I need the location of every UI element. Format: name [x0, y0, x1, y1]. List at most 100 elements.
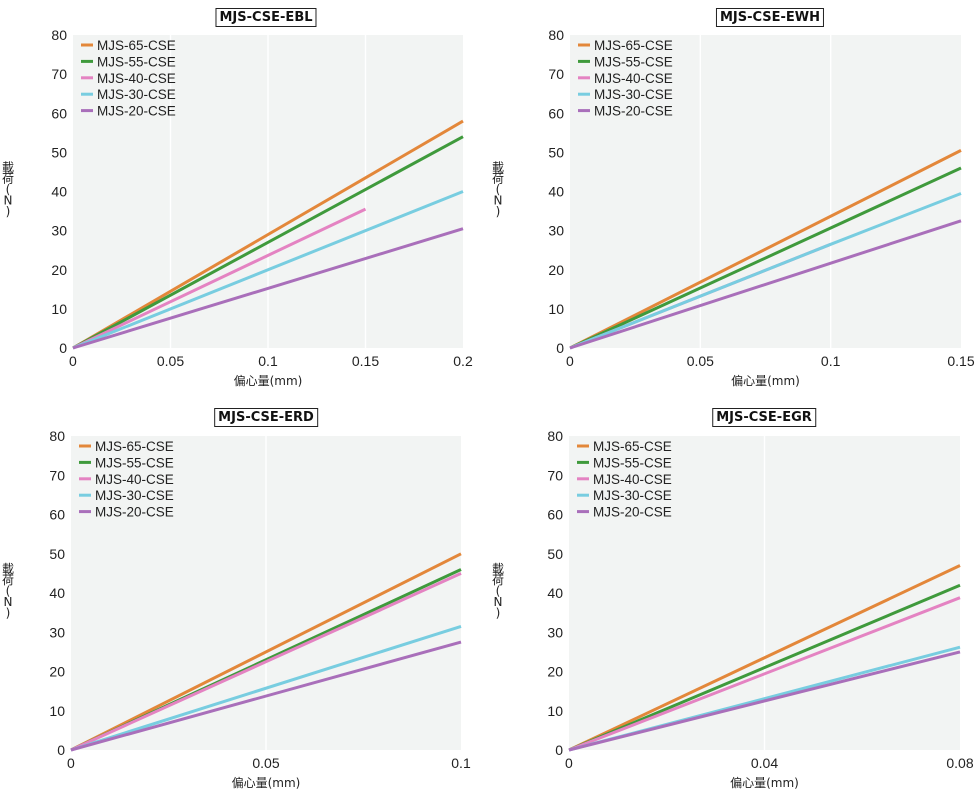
x-tick-label: 0.04 — [751, 755, 778, 771]
legend-label: MJS-30-CSE — [97, 87, 176, 102]
series-line — [72, 135, 464, 350]
chart-svg: 0 0.05 0.1 0 10 20 30 40 50 60 70 80 MJS-65-CSEMJS-5… — [2, 428, 471, 790]
x-tick-label: 0.1 — [258, 353, 278, 369]
x-tick-label: 0.08 — [946, 755, 973, 771]
y-tick-label: 50 — [51, 144, 67, 160]
x-tick-label: 0 — [565, 755, 573, 771]
y-axis-label-char: N — [494, 194, 503, 208]
y-tick-label: 0 — [556, 340, 564, 356]
y-axis-label-char: ( — [496, 584, 501, 598]
y-axis-label-char: N — [4, 595, 13, 609]
y-tick-label: 60 — [51, 105, 67, 121]
y-axis-label-char: ) — [496, 205, 501, 219]
chart-title: MJS-CSE-EWH — [715, 8, 825, 27]
legend-label: MJS-55-CSE — [95, 455, 174, 470]
y-tick-label: 0 — [59, 340, 67, 356]
series-line — [568, 596, 961, 752]
y-tick-label: 50 — [547, 546, 563, 562]
y-tick-label: 10 — [49, 703, 65, 719]
y-axis-label-char: ) — [6, 205, 11, 219]
chart-title: MJS-CSE-EBL — [215, 8, 317, 27]
legend-label: MJS-40-CSE — [95, 472, 174, 487]
y-tick-label: 20 — [547, 664, 563, 680]
chart-panel-egr: 0 0.04 0.08 0 10 20 30 40 50 60 70 80 MJS-65-CSE MJS-… — [488, 400, 976, 800]
chart-svg: 0 0.05 0.1 0.15 0.2 0 10 20 30 40 50 60 70 80 MJS-65-C… — [2, 27, 473, 388]
legend-label: MJS-55-CSE — [97, 54, 176, 69]
y-axis-label-char: ) — [496, 606, 501, 620]
series-line — [569, 192, 962, 350]
legend-label: MJS-40-CSE — [97, 71, 176, 86]
x-tick-label: 0 — [69, 353, 77, 369]
y-tick-label: 70 — [547, 467, 563, 483]
y-tick-label: 70 — [51, 66, 67, 82]
y-axis-label-char: ( — [496, 183, 501, 197]
y-axis-label-char: 荷 — [492, 172, 504, 186]
y-tick-label: 30 — [51, 223, 67, 239]
series-line — [72, 190, 464, 350]
y-tick-label: 40 — [49, 585, 65, 601]
y-tick-label: 80 — [548, 27, 564, 43]
series-line — [569, 166, 962, 350]
series-line — [70, 640, 462, 752]
x-tick-label: 0.05 — [687, 353, 714, 369]
series-line — [70, 552, 462, 752]
y-tick-label: 60 — [49, 507, 65, 523]
legend-label: MJS-20-CSE — [593, 505, 672, 520]
legend-label: MJS-40-CSE — [594, 71, 673, 86]
y-axis-label-char: ) — [6, 606, 11, 620]
y-tick-label: 10 — [548, 301, 564, 317]
plot-area — [570, 35, 961, 348]
x-tick-label: 0.2 — [453, 353, 473, 369]
legend-label: MJS-40-CSE — [593, 472, 672, 487]
y-axis-label-char: 載 — [492, 161, 504, 175]
legend-label: MJS-30-CSE — [593, 488, 672, 503]
y-tick-label: 60 — [547, 507, 563, 523]
legend-label: MJS-65-CSE — [594, 38, 673, 53]
y-tick-label: 50 — [548, 144, 564, 160]
legend-label: MJS-30-CSE — [594, 87, 673, 102]
legend-label: MJS-20-CSE — [594, 104, 673, 119]
chart-svg: 0 0.04 0.0801020304050607080MJS-65-CSEMJS-… — [492, 428, 974, 790]
y-tick-label: 30 — [547, 624, 563, 640]
legend-label: MJS-65-CSE — [95, 439, 174, 454]
series-line — [569, 149, 962, 350]
y-axis-label-char: N — [4, 194, 13, 208]
y-axis-label-char: N — [494, 595, 503, 609]
y-tick-label: 20 — [548, 262, 564, 278]
y-tick-label: 80 — [51, 27, 67, 43]
legend-label: MJS-30-CSE — [95, 488, 174, 503]
y-axis-label-char: 載 — [492, 562, 504, 576]
chart-panel-ebl: 0 0.05 0.1 0.15 0.2 0 10 20 30 40 50 60 70 80 MJS-65-C… — [0, 0, 488, 400]
y-axis-label-char: ( — [6, 584, 11, 598]
y-tick-label: 80 — [49, 428, 65, 444]
y-tick-label: 10 — [547, 703, 563, 719]
x-tick-label: 0.15 — [947, 353, 974, 369]
chart-panel-erd: 0 0.05 0.1 0 10 20 30 40 50 60 70 80 MJS-65-CSE MJS-5… — [0, 400, 488, 800]
y-tick-label: 20 — [49, 664, 65, 680]
y-axis-label-char: 載 — [2, 161, 14, 175]
y-axis-label-char: 荷 — [492, 573, 504, 587]
y-tick-label: 40 — [51, 184, 67, 200]
x-axis-label: 偏心量(mm) — [730, 775, 799, 790]
series-line — [72, 227, 464, 350]
y-tick-label: 40 — [547, 585, 563, 601]
y-tick-label: 70 — [49, 467, 65, 483]
x-axis-label: 偏心量(mm) — [731, 373, 800, 388]
x-tick-label: 0.05 — [157, 353, 184, 369]
series-line — [70, 624, 462, 752]
chart-svg: 0 0.05 0.1 0.1501020304050607080MJS-65-CSEM… — [492, 27, 975, 388]
x-tick-label: 0.1 — [451, 755, 471, 771]
series-line — [70, 572, 462, 752]
series-line — [72, 119, 464, 350]
series-line — [72, 207, 367, 350]
y-axis-label-char: ( — [6, 183, 11, 197]
series-line — [569, 219, 962, 350]
y-tick-label: 30 — [548, 223, 564, 239]
chart-title: MJS-CSE-ERD — [214, 408, 318, 427]
y-axis-label-char: 荷 — [2, 172, 14, 186]
chart-panel-ewh: 0 0.05 0.1 0.15 0 10 20 30 40 50 60 70 80 MJS-65-CSE M… — [488, 0, 976, 400]
x-tick-label: 0.05 — [252, 755, 279, 771]
y-axis-label-char: 荷 — [2, 573, 14, 587]
legend-label: MJS-20-CSE — [97, 104, 176, 119]
